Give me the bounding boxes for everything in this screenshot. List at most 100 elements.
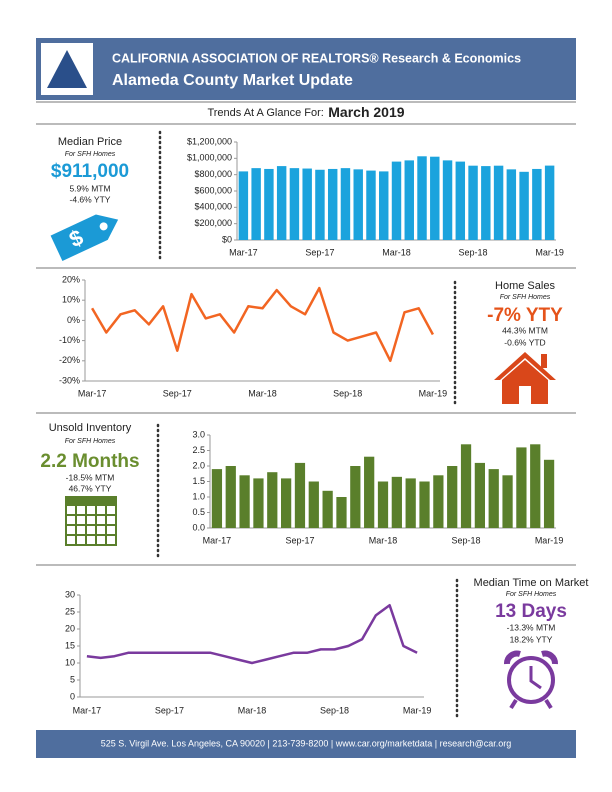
y-tick-label: 2.5 bbox=[192, 445, 205, 455]
y-tick-label: -20% bbox=[59, 355, 80, 365]
bar bbox=[350, 466, 361, 528]
bar bbox=[353, 169, 363, 240]
bar bbox=[289, 168, 300, 240]
x-tick-label: Mar-19 bbox=[403, 705, 432, 715]
bar bbox=[543, 459, 555, 528]
house-icon bbox=[494, 352, 556, 404]
y-tick-label: 0% bbox=[67, 315, 80, 325]
x-tick-label: Mar-19 bbox=[535, 247, 564, 257]
x-tick-label: Mar-17 bbox=[229, 247, 258, 257]
y-tick-label: 1.5 bbox=[192, 476, 205, 486]
y-tick-label: $1,200,000 bbox=[187, 136, 232, 146]
glance: Trends At A Glance For: March 2019 bbox=[207, 104, 404, 122]
bar bbox=[419, 481, 430, 528]
header-band bbox=[36, 38, 576, 100]
panel-yty: 18.2% YTY bbox=[510, 634, 553, 644]
x-tick-label: Sep-18 bbox=[320, 705, 349, 715]
bar bbox=[364, 456, 375, 528]
bar bbox=[264, 168, 274, 240]
y-tick-label: $600,000 bbox=[194, 185, 232, 195]
y-tick-label: -30% bbox=[59, 375, 80, 385]
bar bbox=[404, 160, 414, 240]
x-tick-label: Mar-19 bbox=[419, 388, 448, 398]
y-tick-label: 0.5 bbox=[192, 507, 205, 517]
x-tick-label: Mar-18 bbox=[382, 247, 411, 257]
footer: 525 S. Virgil Ave. Los Angeles, CA 90020… bbox=[101, 738, 512, 748]
panel-subtitle: For SFH Homes bbox=[500, 294, 551, 301]
panel-mtm: 44.3% MTM bbox=[502, 325, 548, 335]
bar bbox=[447, 466, 458, 528]
bar bbox=[468, 165, 478, 240]
calendar-icon bbox=[65, 496, 117, 546]
bar bbox=[238, 171, 249, 240]
y-tick-label: 15 bbox=[65, 640, 75, 650]
y-tick-label: 1.0 bbox=[192, 491, 205, 501]
line bbox=[91, 286, 434, 363]
glance-date: March 2019 bbox=[328, 104, 404, 120]
y-tick-label: 10% bbox=[62, 295, 80, 305]
panel-yty: -4.6% YTY bbox=[70, 194, 111, 204]
panel-mtm: 5.9% MTM bbox=[69, 183, 110, 193]
y-tick-label: 30 bbox=[65, 589, 75, 599]
x-tick-label: Mar-17 bbox=[203, 535, 232, 545]
header-title: CALIFORNIA ASSOCIATION OF REALTORS® Rese… bbox=[112, 51, 521, 65]
footer-band bbox=[36, 730, 576, 758]
bar bbox=[366, 170, 376, 240]
bar bbox=[544, 165, 555, 240]
logo-mark bbox=[47, 50, 87, 88]
bar bbox=[239, 475, 250, 528]
x-tick-label: Sep-17 bbox=[155, 705, 184, 715]
bar bbox=[530, 444, 541, 528]
y-tick-label: $200,000 bbox=[194, 218, 232, 228]
x-tick-label: Mar-18 bbox=[238, 705, 267, 715]
panel-value: 2.2 Months bbox=[40, 451, 139, 472]
bar bbox=[340, 168, 351, 240]
bar bbox=[516, 447, 527, 528]
bar bbox=[502, 475, 513, 528]
bar bbox=[336, 497, 347, 528]
y-tick-label: $0 bbox=[222, 234, 232, 244]
x-tick-label: Mar-17 bbox=[78, 388, 107, 398]
bar bbox=[322, 490, 333, 528]
bar bbox=[506, 169, 517, 240]
bar bbox=[519, 171, 529, 240]
panel-ytd: -0.6% YTD bbox=[504, 337, 545, 347]
bar bbox=[225, 466, 236, 528]
panel-title: Median Time on Market bbox=[474, 577, 589, 589]
bar bbox=[308, 481, 319, 528]
panel-mtm: -18.5% MTM bbox=[66, 472, 115, 482]
y-tick-label: 20% bbox=[62, 274, 80, 284]
bar bbox=[391, 476, 402, 528]
y-tick-label: 2.0 bbox=[192, 460, 205, 470]
bar bbox=[430, 156, 440, 240]
bar bbox=[493, 165, 504, 240]
bar bbox=[417, 156, 427, 240]
y-tick-label: -10% bbox=[59, 335, 80, 345]
bar bbox=[474, 462, 486, 528]
price-tag-icon: $ bbox=[50, 214, 119, 261]
line bbox=[86, 603, 418, 665]
bar bbox=[455, 161, 466, 240]
bar bbox=[391, 161, 402, 240]
bar bbox=[302, 168, 312, 240]
panel-subtitle: For SFH Homes bbox=[65, 438, 116, 445]
bar bbox=[481, 166, 491, 240]
bar bbox=[433, 475, 444, 528]
bar bbox=[315, 169, 325, 240]
bar bbox=[405, 478, 416, 528]
y-tick-label: 25 bbox=[65, 606, 75, 616]
x-tick-label: Sep-17 bbox=[305, 247, 334, 257]
panel-yty: 46.7% YTY bbox=[69, 483, 112, 493]
glance-label: Trends At A Glance For: bbox=[207, 107, 323, 119]
x-tick-label: Mar-19 bbox=[535, 535, 564, 545]
panel-title: Home Sales bbox=[495, 280, 555, 292]
x-tick-label: Sep-17 bbox=[163, 388, 192, 398]
y-tick-label: 0 bbox=[70, 691, 75, 701]
y-tick-label: 20 bbox=[65, 623, 75, 633]
x-tick-label: Mar-17 bbox=[73, 705, 102, 715]
y-tick-label: $1,000,000 bbox=[187, 153, 232, 163]
y-tick-label: $800,000 bbox=[194, 169, 232, 179]
bar bbox=[327, 168, 338, 240]
bar bbox=[251, 168, 261, 240]
clock-icon bbox=[504, 650, 558, 710]
